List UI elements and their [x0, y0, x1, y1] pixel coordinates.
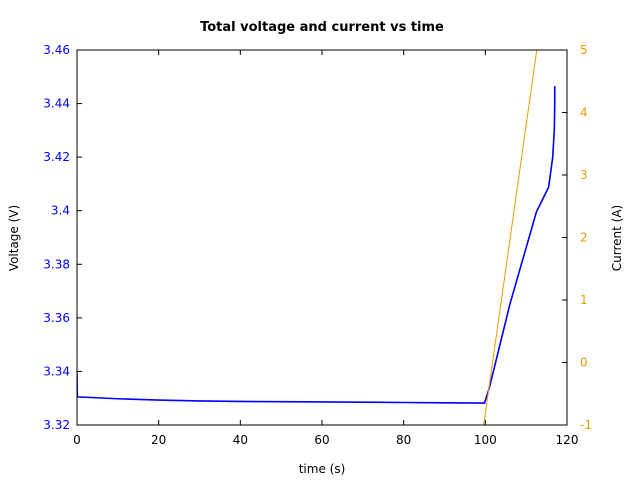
y-right-tick-label: 5	[580, 43, 588, 57]
x-tick-label: 40	[233, 433, 248, 447]
y-axis-right-label: Current (A)	[610, 205, 624, 271]
y-left-tick-label: 3.42	[43, 150, 70, 164]
plot-area	[77, 50, 556, 425]
chart-title: Total voltage and current vs time	[200, 20, 444, 35]
y-left-tick-label: 3.4	[51, 204, 70, 218]
y-left-tick-label: 3.46	[43, 43, 70, 57]
y-right-tick-label: -1	[580, 418, 592, 432]
x-tick-label: 60	[314, 433, 329, 447]
y-left-tick-label: 3.32	[43, 418, 70, 432]
axes: 0 20 40 60 80 100 1203.323.343.363.383.43.423.…	[43, 43, 592, 447]
voltage-series-line	[77, 86, 556, 404]
y-left-tick-label: 3.36	[43, 311, 70, 325]
y-right-tick-label: 2	[580, 231, 588, 245]
x-tick-label: 20	[151, 433, 166, 447]
x-tick-label: 120	[556, 433, 579, 447]
x-tick-label: 0	[73, 433, 81, 447]
x-axis-label: time (s)	[299, 462, 346, 476]
y-left-tick-label: 3.34	[43, 364, 70, 378]
x-tick-label: 80	[396, 433, 411, 447]
x-tick-label: 100	[474, 433, 497, 447]
current-series-line	[483, 50, 538, 425]
y-right-tick-label: 1	[580, 293, 588, 307]
y-right-tick-label: 3	[580, 168, 588, 182]
y-left-tick-label: 3.44	[43, 97, 70, 111]
y-axis-left-label: Voltage (V)	[7, 205, 21, 271]
y-right-tick-label: 0	[580, 356, 588, 370]
y-left-tick-label: 3.38	[43, 257, 70, 271]
y-right-tick-label: 4	[580, 106, 588, 120]
